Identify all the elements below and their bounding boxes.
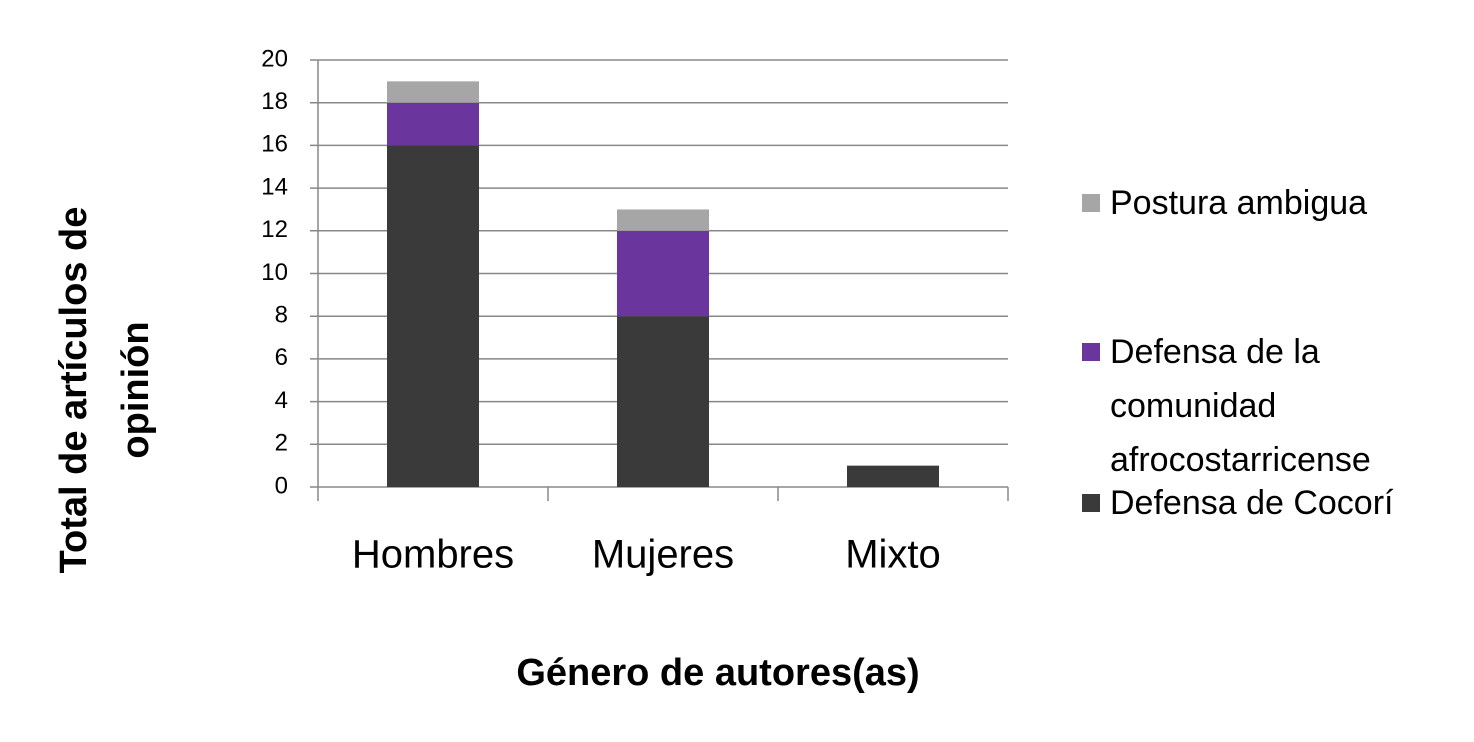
bar-segment xyxy=(387,145,479,487)
legend-label: Defensa de la comunidad afrocostarricens… xyxy=(1110,333,1371,479)
y-tick-label: 14 xyxy=(261,173,288,200)
y-tick-label: 12 xyxy=(261,216,288,243)
y-tick-label: 8 xyxy=(275,302,288,329)
y-tick-label: 16 xyxy=(261,131,288,158)
legend-item: Postura ambigua xyxy=(1082,176,1422,230)
bar-segment xyxy=(617,209,709,231)
bar-segment xyxy=(387,81,479,103)
y-tick-label: 6 xyxy=(275,344,288,371)
y-tick-label: 2 xyxy=(275,430,288,457)
legend-swatch xyxy=(1082,194,1100,212)
x-tick-label: Mixto xyxy=(845,533,941,577)
bar-segment xyxy=(617,230,709,317)
legend-item: Defensa de Cocorí xyxy=(1082,476,1422,530)
y-tick-label: 10 xyxy=(261,259,288,286)
legend-item: Defensa de la comunidad afrocostarricens… xyxy=(1082,325,1422,487)
legend-swatch xyxy=(1082,494,1100,512)
x-tick-label: Hombres xyxy=(352,533,514,577)
x-axis-title: Género de autores(as) xyxy=(516,652,920,694)
y-tick-label: 0 xyxy=(275,472,288,499)
legend-label: Postura ambigua xyxy=(1110,184,1368,222)
y-tick-label: 18 xyxy=(261,88,288,115)
y-tick-label: 20 xyxy=(261,45,288,72)
x-tick-label: Mujeres xyxy=(592,533,734,577)
y-tick-label: 4 xyxy=(275,387,288,414)
y-axis-title: Total de artículos de opinión xyxy=(53,206,157,574)
bar-segment xyxy=(847,465,939,487)
bar-segment xyxy=(387,102,479,146)
legend-swatch xyxy=(1082,343,1100,361)
legend-label: Defensa de Cocorí xyxy=(1110,484,1394,522)
bar-segment xyxy=(617,316,709,487)
